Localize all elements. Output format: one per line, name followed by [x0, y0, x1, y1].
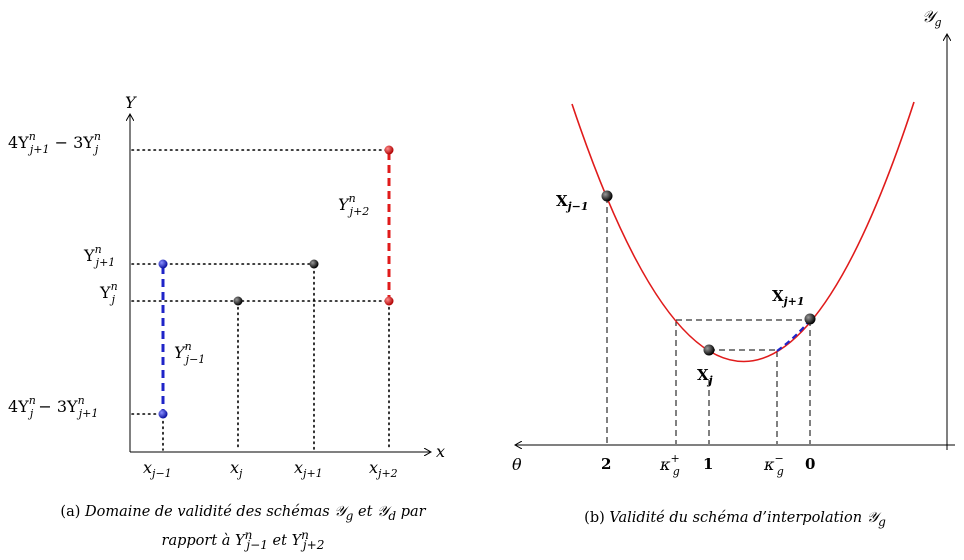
point-black-j1	[309, 259, 319, 269]
caption-a-text: Domaine de validité des schémas 𝒴	[84, 504, 346, 520]
caption-a-sup: n	[244, 527, 253, 542]
point-red-top	[384, 145, 394, 155]
point-x-j-minus-1	[601, 190, 613, 202]
x-tick-label: xj	[230, 458, 243, 480]
point-blue-top	[158, 259, 168, 269]
caption-a-text: et 𝒴	[353, 504, 389, 520]
caption-a-sub: j+2	[302, 537, 325, 552]
point-blue-bottom	[158, 409, 168, 419]
point-red-bottom	[384, 296, 394, 306]
point-x-j	[703, 344, 715, 356]
blue-dashed-curve	[776, 319, 811, 352]
point-label: Xj	[697, 366, 713, 387]
x-tick-label: xj+1	[294, 458, 323, 480]
y-tick-label: 4Yn j − 3Yn j+1	[8, 394, 98, 420]
caption-b-text: Validité du schéma d’interpolation 𝒴	[609, 510, 879, 526]
right-y-axis-label: 𝒴g	[922, 7, 942, 29]
x-tick-label: xj+2	[369, 458, 398, 480]
x-tick-label: 0	[805, 455, 815, 473]
caption-b: (b) Validité du schéma d’interpolation 𝒴…	[520, 509, 950, 532]
point-x-j-plus-1	[804, 313, 816, 325]
x-tick-label: 2	[601, 455, 611, 473]
caption-b-prefix: (b)	[584, 510, 605, 526]
caption-a-sub: j−1	[246, 537, 268, 552]
left-x-axis-label: x	[436, 442, 445, 461]
caption-a-sub: g	[345, 508, 354, 523]
caption-a-text: par	[396, 504, 426, 520]
caption-a: (a) Domaine de validité des schémas 𝒴g e…	[8, 503, 478, 555]
parabola-curve	[571, 101, 915, 363]
point-label: Xj−1	[556, 192, 589, 213]
point-black-j	[233, 296, 243, 306]
left-y-axis-label: Y	[125, 93, 137, 112]
point-label: Xj+1	[772, 287, 805, 308]
kappa-plus-label: κ+ g	[659, 452, 680, 478]
left-diagram: Y x 4Yn j+1 − 3Yn j Yn j+1 Yn j 4Yn j	[8, 93, 445, 480]
x-tick-label: xj−1	[143, 458, 172, 480]
blue-segment-label: Yn j−1	[174, 340, 205, 366]
caption-a-text: et Y	[267, 532, 302, 549]
caption-a-sup: n	[301, 527, 309, 542]
x-tick-label: 1	[703, 455, 713, 473]
y-tick-label: Yn j+1	[83, 243, 115, 269]
caption-a-sub: d	[388, 508, 397, 523]
y-tick-label: 4Yn j+1 − 3Yn j	[8, 130, 101, 156]
caption-b-sub: g	[878, 514, 886, 529]
caption-a-text: rapport à Y	[161, 532, 245, 549]
red-segment-label: Yn j+2	[338, 192, 369, 218]
kappa-minus-label: κ− g	[763, 452, 784, 478]
y-tick-label: Yn j	[99, 280, 118, 306]
caption-a-prefix: (a)	[60, 504, 81, 520]
theta-label: θ	[512, 455, 522, 474]
right-diagram: 𝒴g θ Xj−1 Xj Xj+1 2 1 0 κ+ g κ− g	[512, 7, 955, 478]
